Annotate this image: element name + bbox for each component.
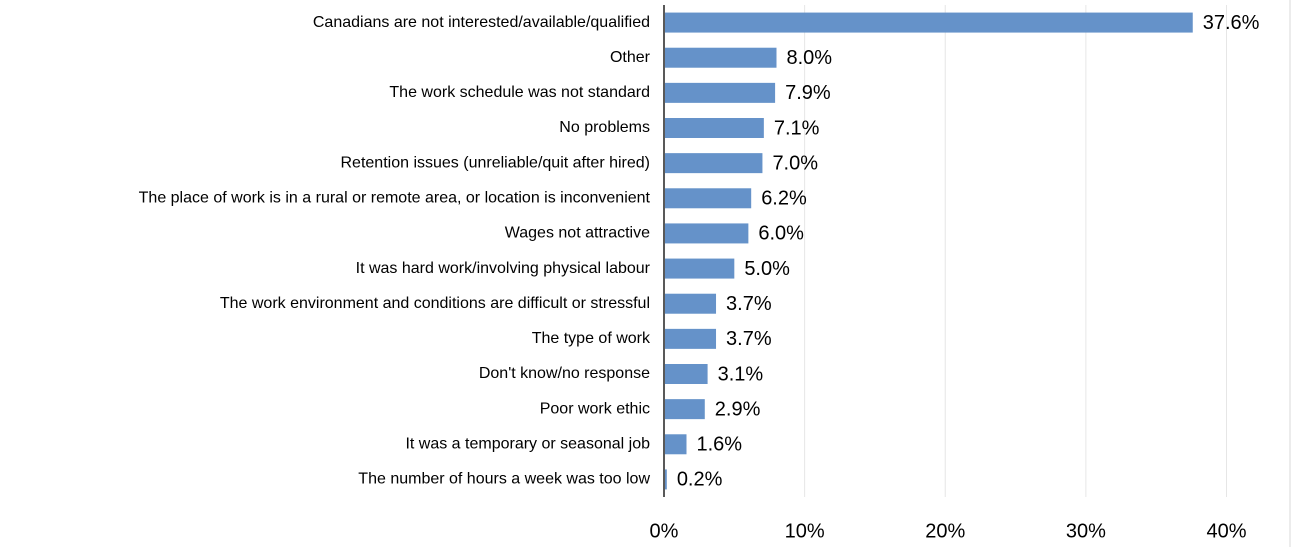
category-label: Don't know/no response bbox=[479, 365, 650, 382]
value-label: 7.0% bbox=[772, 152, 818, 174]
value-label: 7.9% bbox=[785, 82, 831, 104]
category-label: The work environment and conditions are … bbox=[220, 295, 650, 312]
category-label: Canadians are not interested/available/q… bbox=[313, 14, 650, 31]
category-label: The number of hours a week was too low bbox=[358, 471, 650, 488]
category-label: It was hard work/involving physical labo… bbox=[356, 260, 651, 277]
x-tick-label: 0% bbox=[650, 520, 679, 542]
bar bbox=[664, 399, 705, 420]
value-label: 2.9% bbox=[715, 398, 761, 420]
value-label: 3.7% bbox=[726, 328, 772, 350]
bar bbox=[664, 118, 764, 138]
value-label: 8.0% bbox=[787, 47, 833, 69]
category-label: The type of work bbox=[532, 330, 651, 347]
x-tick-label: 10% bbox=[785, 520, 825, 542]
value-label: 3.1% bbox=[718, 363, 764, 385]
category-label: It was a temporary or seasonal job bbox=[405, 436, 650, 453]
bar bbox=[664, 47, 777, 68]
category-label: Other bbox=[610, 49, 651, 66]
bar bbox=[664, 328, 717, 349]
bar bbox=[664, 223, 749, 244]
bar bbox=[664, 364, 708, 384]
value-label: 7.1% bbox=[774, 117, 820, 139]
value-label: 3.7% bbox=[726, 293, 772, 315]
value-label: 37.6% bbox=[1203, 12, 1260, 34]
category-label: The work schedule was not standard bbox=[389, 84, 650, 101]
x-tick-label: 20% bbox=[925, 520, 965, 542]
x-tick-label: 40% bbox=[1206, 520, 1246, 542]
category-label: No problems bbox=[559, 119, 650, 136]
category-label: The place of work is in a rural or remot… bbox=[139, 190, 651, 207]
value-label: 6.2% bbox=[761, 188, 807, 210]
value-label: 6.0% bbox=[758, 223, 804, 245]
value-label: 1.6% bbox=[697, 434, 743, 456]
x-tick-label: 30% bbox=[1066, 520, 1106, 542]
bar bbox=[664, 188, 752, 209]
bar bbox=[664, 153, 763, 174]
category-label: Wages not attractive bbox=[505, 225, 650, 242]
category-label: Poor work ethic bbox=[540, 400, 650, 417]
value-label: 0.2% bbox=[677, 469, 723, 491]
bar bbox=[664, 293, 717, 314]
bar bbox=[664, 12, 1193, 33]
bar bbox=[664, 469, 667, 490]
bar bbox=[664, 258, 735, 279]
bar bbox=[664, 434, 687, 455]
bar bbox=[664, 82, 776, 103]
value-label: 5.0% bbox=[744, 258, 790, 280]
category-label: Retention issues (unreliable/quit after … bbox=[341, 154, 651, 171]
